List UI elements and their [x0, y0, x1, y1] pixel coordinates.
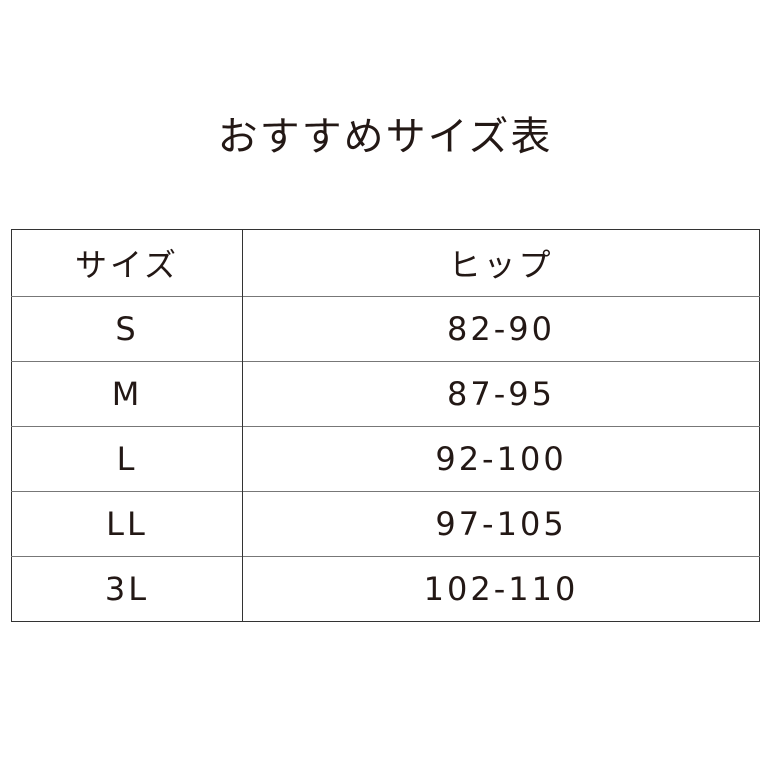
size-cell: LL	[11, 491, 243, 557]
table-row: S 82-90	[11, 296, 760, 362]
table-row: M 87-95	[11, 361, 760, 427]
table-row: LL 97-105	[11, 491, 760, 557]
table-header-row: サイズ ヒップ	[11, 229, 760, 297]
size-cell: L	[11, 426, 243, 492]
size-table: サイズ ヒップ S 82-90 M 87-95 L 92-100 LL 97-1…	[11, 229, 760, 622]
table-row: 3L 102-110	[11, 556, 760, 622]
hip-cell: 97-105	[242, 491, 760, 557]
hip-cell: 82-90	[242, 296, 760, 362]
table-row: L 92-100	[11, 426, 760, 492]
hip-cell: 92-100	[242, 426, 760, 492]
size-cell: 3L	[11, 556, 243, 622]
page-title: おすすめサイズ表	[217, 114, 553, 160]
size-cell: S	[11, 296, 243, 362]
hip-cell: 87-95	[242, 361, 760, 427]
header-size: サイズ	[11, 229, 243, 297]
size-cell: M	[11, 361, 243, 427]
header-hip: ヒップ	[448, 246, 554, 284]
hip-cell: 102-110	[242, 556, 760, 622]
